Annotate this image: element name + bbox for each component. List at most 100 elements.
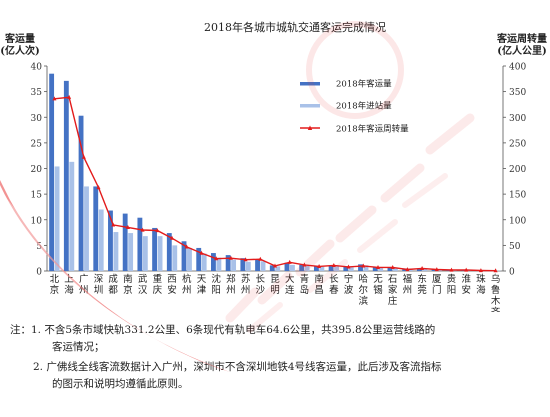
bar-station-entries: [84, 186, 89, 271]
category-label: 鲁: [491, 284, 501, 296]
right-tick-label: 350: [509, 88, 526, 98]
category-label: 宁: [344, 273, 354, 285]
line-marker: [317, 264, 322, 268]
line-marker: [302, 262, 307, 267]
bar-station-entries: [319, 266, 325, 271]
left-axis-label-line2: (亿人次): [0, 44, 39, 57]
bar-passenger-volume: [269, 265, 275, 271]
category-label: 长: [329, 273, 339, 285]
category-label: 珠: [476, 273, 486, 285]
left-tick-label: 5: [36, 242, 42, 252]
category-label: 大: [285, 273, 295, 285]
line-marker: [52, 96, 57, 101]
category-label: 锡: [373, 284, 383, 296]
category-label: 州: [403, 285, 413, 296]
category-label: 北: [50, 274, 60, 285]
legend-label-station-entries: 2018年进站量: [336, 101, 392, 112]
plot-area: 0510152025303540050100150200250300350400…: [31, 63, 527, 313]
bar-station-entries: [69, 161, 75, 271]
right-tick-label: 150: [509, 191, 526, 201]
category-label: 州: [182, 285, 192, 296]
line-marker: [331, 263, 336, 267]
left-tick-label: 10: [31, 216, 43, 226]
category-label: 杭: [182, 273, 192, 285]
bar-passenger-volume: [372, 266, 378, 271]
line-marker: [478, 268, 483, 273]
bar-passenger-volume: [416, 268, 422, 271]
category-label: 广: [79, 273, 89, 285]
category-label: 深: [94, 274, 104, 285]
line-marker: [493, 268, 498, 273]
category-label: 波: [344, 284, 354, 296]
bar-station-entries: [142, 236, 148, 271]
category-label: 京: [50, 284, 60, 296]
legend-swatch-station-entries: [300, 104, 320, 108]
category-label: 南: [314, 273, 324, 285]
legend-swatch-passenger-volume: [300, 82, 320, 86]
right-tick-label: 300: [509, 114, 526, 124]
left-tick-label: 0: [36, 268, 42, 278]
right-axis-label-line1: 客运周转量: [496, 32, 547, 45]
category-label: 石: [388, 274, 398, 285]
bar-station-entries: [231, 259, 237, 271]
category-label: 齐: [491, 306, 501, 312]
right-tick-label: 400: [509, 63, 526, 73]
category-label: 厦: [432, 274, 442, 285]
bar-passenger-volume: [137, 217, 143, 271]
category-label: 滨: [359, 295, 369, 307]
bar-station-entries: [392, 267, 398, 271]
bar-passenger-volume: [387, 267, 393, 271]
chart-title: 2018年各城市城轨交通客运完成情况: [204, 20, 386, 34]
category-label: 海: [64, 284, 74, 296]
bar-passenger-volume: [122, 213, 128, 271]
category-label: 门: [432, 284, 442, 296]
category-label: 青: [300, 273, 310, 285]
category-label: 尔: [359, 284, 369, 296]
bar-passenger-volume: [240, 258, 246, 271]
category-label: 庄: [388, 295, 398, 307]
category-label: 哈: [359, 273, 369, 285]
line-marker: [258, 256, 263, 261]
legend-label-passenger-turnover: 2018年客运周转量: [336, 124, 409, 135]
right-axis-label-line2: (亿人公里): [497, 44, 546, 57]
bar-passenger-volume: [284, 262, 290, 271]
line-marker: [243, 257, 248, 262]
line-marker: [287, 259, 292, 264]
bar-passenger-volume: [299, 264, 305, 271]
line-marker: [361, 263, 366, 268]
footnote-2-line2: 的图示和说明均遵循此原则。: [52, 378, 189, 390]
bar-station-entries: [363, 265, 369, 271]
bar-station-entries: [290, 264, 295, 271]
category-label: 乌: [491, 273, 501, 285]
line-marker: [67, 94, 72, 99]
category-label: 圳: [94, 285, 104, 296]
footnote-1-line1: 注：1. 不含5条市域快轨331.2公里、6条现代有轨电车64.6公里，共395…: [10, 324, 436, 336]
category-label: 东: [417, 273, 427, 285]
category-label: 都: [108, 285, 118, 296]
line-marker: [405, 267, 410, 272]
category-label: 郑: [226, 273, 236, 285]
line-marker: [449, 267, 454, 272]
legend: 2018年客运量 2018年进站量 2018年客运周转量: [300, 79, 409, 135]
category-label: 贵: [447, 273, 457, 285]
category-label: 津: [197, 285, 207, 296]
category-label: 庆: [153, 284, 163, 296]
bar-passenger-volume: [211, 253, 216, 271]
left-tick-label: 40: [31, 63, 43, 73]
category-label: 海: [476, 284, 486, 296]
left-axis-label-line1: 客运量: [4, 32, 35, 45]
bar-passenger-volume: [63, 80, 69, 271]
bar-station-entries: [187, 247, 192, 271]
category-label: 家: [388, 284, 398, 296]
left-tick-label: 30: [31, 114, 43, 124]
category-label: 安: [167, 284, 177, 296]
category-label: 州: [79, 285, 89, 296]
category-label: 重: [153, 273, 163, 285]
category-label: 阳: [447, 285, 457, 296]
bar-station-entries: [113, 232, 119, 271]
legend-marker-passenger-turnover: [307, 125, 313, 130]
bar-station-entries: [304, 265, 310, 271]
category-label: 州: [226, 285, 236, 296]
category-label: 汉: [138, 285, 148, 296]
bar-passenger-volume: [152, 227, 158, 271]
